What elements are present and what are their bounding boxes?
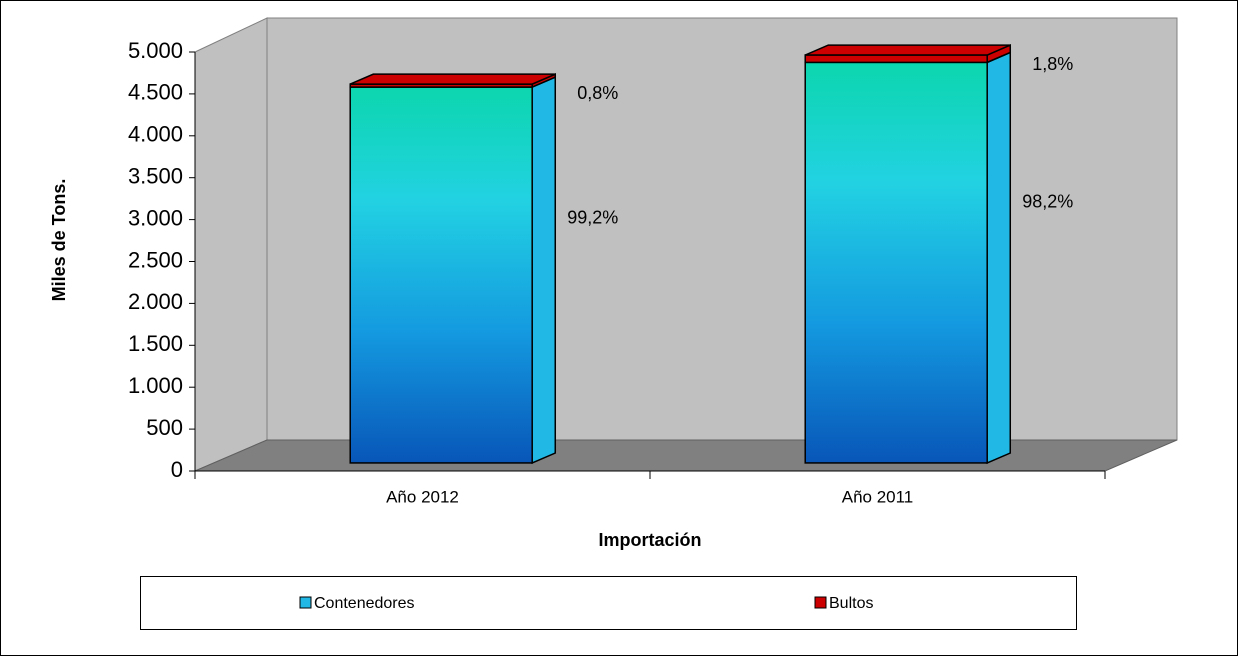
legend [140, 576, 1077, 630]
x-tick-label: Año 2012 [386, 487, 459, 506]
bar [804, 54, 988, 64]
bar [349, 86, 533, 464]
bar-top [804, 44, 1011, 56]
y-tick-label: 0 [171, 457, 183, 482]
legend-label: Contenedores [314, 595, 415, 612]
side-wall [194, 17, 268, 472]
y-tick-label: 2.500 [128, 247, 183, 272]
percent-label: 98,2% [1022, 191, 1073, 211]
percent-label: 0,8% [577, 83, 618, 103]
y-tick-label: 3.000 [128, 205, 183, 230]
bar [804, 61, 988, 464]
legend-swatch [299, 596, 312, 609]
y-axis-title: Miles de Tons. [49, 179, 69, 302]
legend-label: Bultos [829, 595, 873, 612]
bar-top [349, 73, 556, 85]
y-tick-label: 4.500 [128, 80, 183, 105]
y-tick-label: 5.000 [128, 38, 183, 63]
percent-label: 1,8% [1032, 54, 1073, 74]
y-tick-label: 1.000 [128, 373, 183, 398]
y-tick-label: 3.500 [128, 164, 183, 189]
x-axis-title: Importación [598, 530, 701, 550]
y-tick-label: 4.000 [128, 122, 183, 147]
legend-swatch [814, 596, 827, 609]
x-tick-label: Año 2011 [842, 487, 914, 506]
y-tick-label: 2.000 [128, 289, 183, 314]
percent-label: 99,2% [567, 207, 618, 227]
y-tick-label: 500 [146, 415, 183, 440]
bar-side [986, 51, 1012, 465]
bar-side [531, 76, 557, 465]
floor [194, 439, 1178, 472]
y-tick-label: 1.500 [128, 331, 183, 356]
